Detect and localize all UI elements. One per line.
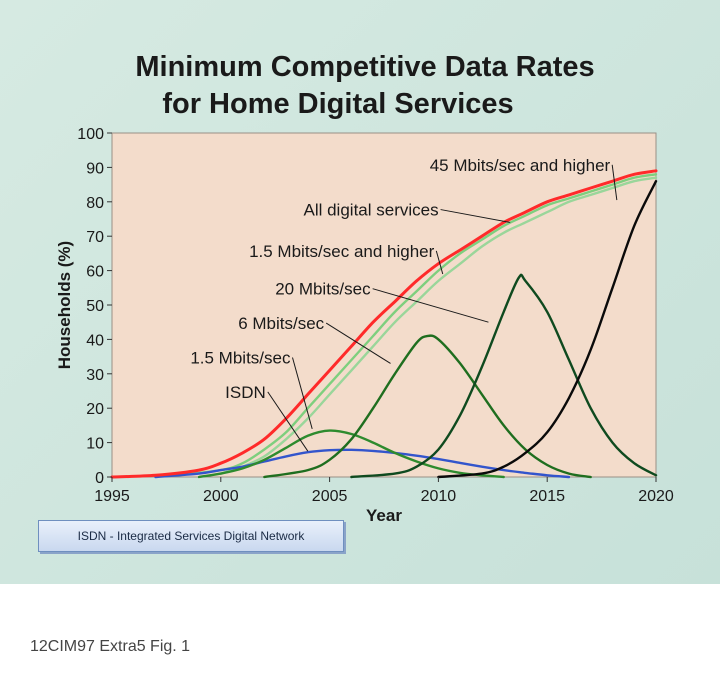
- x-tick-label-0: 1995: [94, 488, 130, 505]
- x-tick-label-5: 2020: [638, 488, 674, 505]
- chart-title-line-1: Minimum Competitive Data Rates: [135, 51, 594, 83]
- y-tick-label-4: 40: [86, 332, 104, 349]
- y-axis-title: Households (%): [55, 241, 74, 369]
- x-tick-label-1: 2000: [203, 488, 239, 505]
- series-line-6: [350, 273, 658, 479]
- annotation-layer: 45 Mbits/sec and higher All digital servi…: [190, 156, 618, 452]
- plot-area: [111, 132, 657, 478]
- x-axis-title: Year: [366, 506, 402, 525]
- y-tick-label-9: 90: [86, 160, 104, 177]
- annotation-leader-6: [267, 391, 309, 452]
- axis-layer: 0 10 20 30 40 50 60 70 80 90 100 1995 2000 2005 2010 20…: [77, 126, 674, 505]
- series-line-3: [154, 448, 571, 479]
- x-tick-label-4: 2015: [529, 488, 565, 505]
- y-tick-label-6: 60: [86, 264, 104, 281]
- y-tick-label-2: 20: [86, 401, 104, 418]
- annotation-label-2: 1.5 Mbits/sec and higher: [249, 242, 435, 261]
- y-tick-label-7: 70: [86, 229, 104, 246]
- series-line-7: [437, 180, 658, 479]
- series-line-5: [263, 334, 592, 479]
- y-tick-label-10: 100: [77, 126, 104, 143]
- annotation-leader-3: [372, 288, 489, 323]
- chart: Minimum Competitive Data Rates for Home …: [55, 51, 674, 525]
- annotation-label-6: ISDN: [225, 383, 266, 402]
- annotation-leader-1: [440, 209, 511, 223]
- annotation-label-3: 20 Mbits/sec: [275, 280, 371, 299]
- series-line-1: [176, 173, 658, 477]
- x-tick-label-3: 2010: [421, 488, 457, 505]
- y-tick-label-0: 0: [95, 470, 104, 487]
- annotation-leader-5: [292, 357, 313, 429]
- y-tick-label-8: 80: [86, 195, 104, 212]
- y-tick-label-3: 30: [86, 367, 104, 384]
- annotation-leader-4: [325, 322, 391, 364]
- y-tick-label-5: 50: [86, 298, 104, 315]
- series-layer: [110, 169, 658, 479]
- series-line-2: [219, 176, 658, 475]
- annotation-leader-2: [435, 250, 444, 275]
- x-tick-label-2: 2005: [312, 488, 348, 505]
- y-tick-label-1: 10: [86, 436, 104, 453]
- annotation-label-5: 1.5 Mbits/sec: [190, 348, 291, 367]
- figure-caption: 12CIM97 Extra5 Fig. 1: [30, 638, 191, 655]
- annotation-label-4: 6 Mbits/sec: [238, 314, 324, 333]
- series-line-0: [110, 169, 658, 479]
- series-line-4: [197, 429, 505, 479]
- annotation-label-0: 45 Mbits/sec and higher: [430, 156, 611, 175]
- chart-title-line-2: for Home Digital Services: [162, 88, 513, 120]
- annotation-leader-0: [611, 164, 618, 201]
- footnote-box: ISDN - Integrated Services Digital Netwo…: [38, 520, 344, 552]
- annotation-label-1: All digital services: [303, 201, 438, 220]
